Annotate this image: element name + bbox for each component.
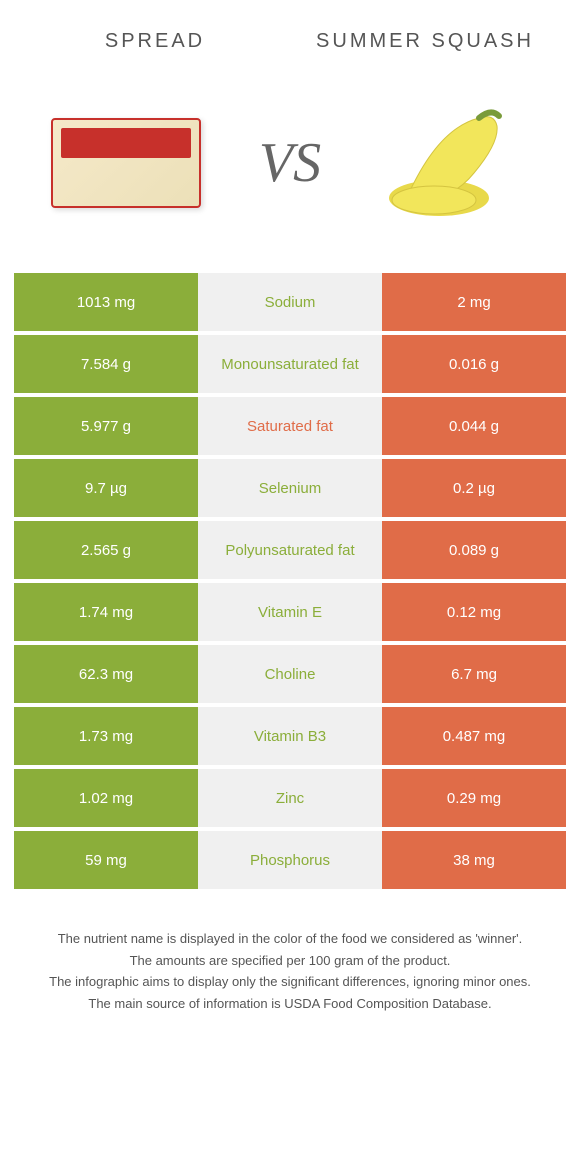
header: SPREAD SUMMER SQUASH [0, 0, 580, 73]
value-right: 0.044 g [382, 397, 566, 455]
nutrient-name: Saturated fat [198, 397, 382, 455]
nutrient-name: Selenium [198, 459, 382, 517]
footer-notes: The nutrient name is displayed in the co… [0, 929, 580, 1013]
value-left: 1.73 mg [14, 707, 198, 765]
nutrient-name: Vitamin B3 [198, 707, 382, 765]
value-left: 1.02 mg [14, 769, 198, 827]
table-row: 1.73 mgVitamin B30.487 mg [14, 707, 566, 765]
value-left: 9.7 µg [14, 459, 198, 517]
title-left: SPREAD [20, 30, 290, 53]
value-right: 38 mg [382, 831, 566, 889]
value-left: 1013 mg [14, 273, 198, 331]
value-left: 7.584 g [14, 335, 198, 393]
footer-line-2: The amounts are specified per 100 gram o… [30, 951, 550, 971]
footer-line-4: The main source of information is USDA F… [30, 994, 550, 1014]
nutrient-name: Monounsaturated fat [198, 335, 382, 393]
table-row: 5.977 gSaturated fat0.044 g [14, 397, 566, 455]
value-left: 2.565 g [14, 521, 198, 579]
value-right: 0.016 g [382, 335, 566, 393]
value-right: 0.089 g [382, 521, 566, 579]
table-row: 7.584 gMonounsaturated fat0.016 g [14, 335, 566, 393]
value-right: 0.12 mg [382, 583, 566, 641]
table-row: 1013 mgSodium2 mg [14, 273, 566, 331]
table-row: 9.7 µgSelenium0.2 µg [14, 459, 566, 517]
nutrient-name: Zinc [198, 769, 382, 827]
value-right: 0.487 mg [382, 707, 566, 765]
table-row: 59 mgPhosphorus38 mg [14, 831, 566, 889]
table-row: 1.02 mgZinc0.29 mg [14, 769, 566, 827]
table-row: 2.565 gPolyunsaturated fat0.089 g [14, 521, 566, 579]
value-left: 59 mg [14, 831, 198, 889]
value-left: 1.74 mg [14, 583, 198, 641]
value-right: 0.29 mg [382, 769, 566, 827]
footer-line-3: The infographic aims to display only the… [30, 972, 550, 992]
table-row: 1.74 mgVitamin E0.12 mg [14, 583, 566, 641]
value-right: 2 mg [382, 273, 566, 331]
vs-label: VS [259, 131, 321, 195]
squash-image [374, 93, 534, 233]
nutrient-name: Sodium [198, 273, 382, 331]
table-row: 62.3 mgCholine6.7 mg [14, 645, 566, 703]
vs-row: VS [0, 73, 580, 273]
nutrient-name: Choline [198, 645, 382, 703]
title-right: SUMMER SQUASH [290, 30, 560, 53]
value-right: 0.2 µg [382, 459, 566, 517]
nutrient-name: Polyunsaturated fat [198, 521, 382, 579]
footer-line-1: The nutrient name is displayed in the co… [30, 929, 550, 949]
spread-image [46, 93, 206, 233]
value-left: 62.3 mg [14, 645, 198, 703]
nutrient-name: Vitamin E [198, 583, 382, 641]
nutrient-name: Phosphorus [198, 831, 382, 889]
value-left: 5.977 g [14, 397, 198, 455]
nutrition-table: 1013 mgSodium2 mg7.584 gMonounsaturated … [14, 273, 566, 889]
value-right: 6.7 mg [382, 645, 566, 703]
